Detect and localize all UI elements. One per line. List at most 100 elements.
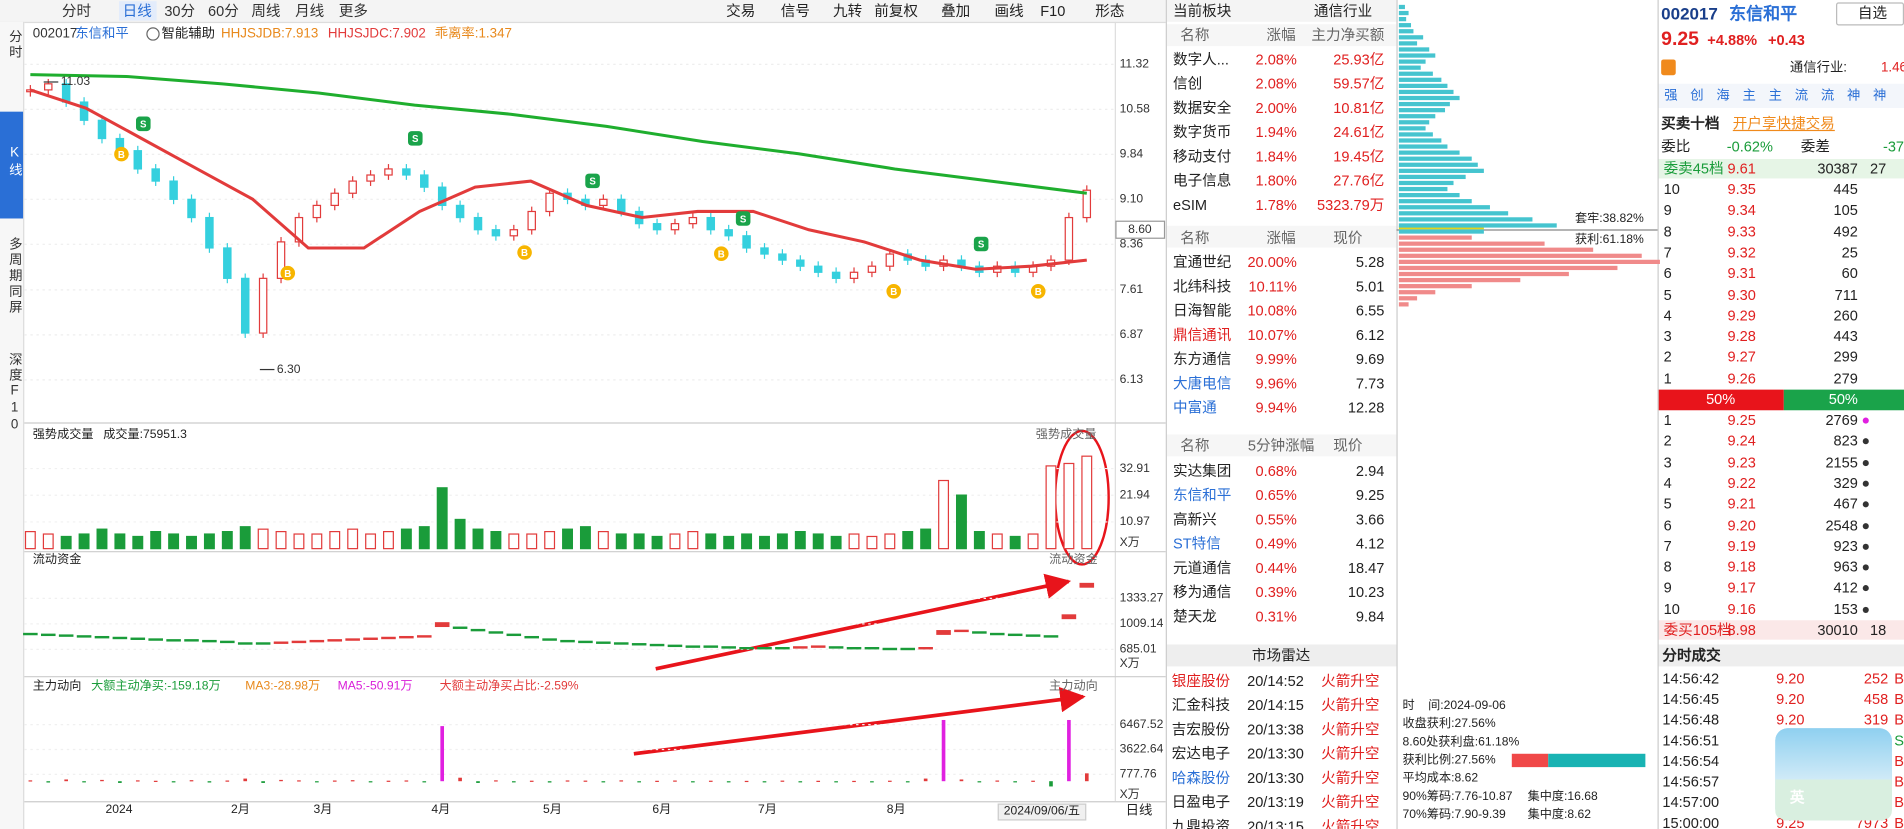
period-tab[interactable]: 分时 (61, 2, 92, 20)
quote-tag[interactable]: 创 (1690, 88, 1704, 103)
row-name[interactable]: 北纬科技 (1173, 277, 1232, 295)
tool-button[interactable]: 信号 (780, 2, 810, 20)
row-value: 10.23 (1347, 583, 1385, 601)
row-name[interactable]: 东方通信 (1173, 350, 1232, 368)
book-volume: 445 (1833, 180, 1858, 198)
volume-bar (669, 533, 681, 550)
tool-button[interactable]: 交易 (726, 2, 756, 20)
period-tab[interactable]: 更多 (338, 2, 368, 20)
sidebar-tab[interactable]: K线 (7, 145, 22, 179)
sidebar-tab[interactable]: 深度F10 (7, 352, 22, 435)
book-price: 8.98 (1727, 621, 1756, 639)
sell-signal (973, 236, 989, 252)
row-name[interactable]: 数据安全 (1173, 99, 1232, 117)
radar-time: 20/13:38 (1247, 720, 1304, 738)
trade-time: 14:56:51 (1662, 731, 1720, 749)
radar-time: 20/13:30 (1247, 769, 1304, 787)
book-price: 9.23 (1727, 453, 1756, 471)
main-force-bar (368, 781, 373, 783)
period-tab[interactable]: 月线 (295, 2, 325, 20)
row-change: 0.55% (1255, 511, 1297, 529)
chip-bar (1398, 150, 1460, 155)
quote-tag[interactable]: 流 (1794, 88, 1809, 103)
chip-bar (1398, 205, 1490, 210)
quote-tag[interactable]: 主 (1768, 88, 1782, 103)
tool-button[interactable]: 画线 (994, 2, 1024, 20)
row-name[interactable]: 宜通世纪 (1173, 253, 1232, 271)
quote-tag[interactable]: 主 (1742, 88, 1756, 103)
watch-button[interactable] (1836, 2, 1904, 26)
main-force-bar (315, 781, 319, 783)
book-level: 5 (1663, 285, 1672, 303)
tool-button[interactable]: F10 (1040, 2, 1066, 20)
stock-code: 002017 (32, 26, 78, 41)
volume-bar (973, 530, 985, 550)
radar-name[interactable]: 银座股份 (1171, 672, 1231, 690)
panel-title: 强势成交量 (32, 428, 94, 442)
book-orders: 18 (1870, 621, 1887, 639)
row-name[interactable]: 高新兴 (1173, 511, 1217, 529)
row-name[interactable]: 实达集团 (1173, 462, 1232, 480)
row-value: 19.45亿 (1333, 148, 1385, 166)
panel-title-right: 强势成交量 (1035, 428, 1097, 442)
radar-name[interactable]: 哈森股份 (1171, 769, 1231, 787)
tool-button[interactable]: 形态 (1095, 2, 1125, 20)
row-name[interactable]: 电子信息 (1173, 172, 1232, 190)
row-name[interactable]: 数字货币 (1173, 123, 1232, 141)
tool-button[interactable]: 九转 (833, 2, 863, 20)
radar-name[interactable]: 吉宏股份 (1171, 720, 1231, 738)
radar-name[interactable]: 宏达电子 (1171, 745, 1231, 763)
radar-name[interactable]: 日盈电子 (1171, 793, 1231, 811)
row-name[interactable]: 元道通信 (1173, 559, 1232, 577)
quote-tag[interactable]: 海 (1716, 88, 1730, 103)
chip-bar (1398, 29, 1414, 34)
row-name[interactable]: 中富通 (1173, 399, 1217, 417)
table-header-bg (1166, 24, 1397, 47)
row-name[interactable]: 楚天龙 (1173, 608, 1217, 626)
sector-header-bg (1166, 0, 1397, 22)
period-tab[interactable]: 30分 (164, 2, 196, 20)
volume-bar (579, 526, 591, 550)
book-volume: 329 (1833, 474, 1858, 492)
row-name[interactable]: 东信和平 (1173, 486, 1232, 504)
profit-bar-teal (1548, 753, 1646, 768)
promo-link[interactable]: 开户享快捷交易 (1732, 115, 1835, 133)
tool-button[interactable]: 前复权 (874, 2, 919, 20)
radar-name[interactable]: 九鼎投资 (1171, 818, 1231, 829)
period-tab[interactable]: 日线 (122, 2, 152, 20)
sidebar-tab[interactable]: 多周期同屏 (7, 236, 22, 316)
book-level: 8 (1663, 222, 1672, 240)
row-change: 10.11% (1248, 277, 1297, 295)
quote-tag[interactable]: 神 (1873, 88, 1887, 103)
period-button[interactable]: 日线 (1125, 802, 1153, 818)
radar-name[interactable]: 汇金科技 (1171, 696, 1231, 714)
volume-bar (955, 494, 967, 550)
row-name[interactable]: 数字人... (1173, 50, 1229, 68)
ad-overlay[interactable] (1775, 728, 1892, 821)
quote-tag[interactable]: 神 (1846, 88, 1861, 103)
panel-title: 主力动向 (32, 679, 82, 694)
row-name[interactable]: 信创 (1173, 75, 1203, 93)
row-name[interactable]: 鼎信通讯 (1173, 326, 1232, 344)
quote-tag[interactable]: 强 (1664, 88, 1678, 103)
row-name[interactable]: 移为通信 (1173, 583, 1232, 601)
row-name[interactable]: eSIM (1173, 196, 1208, 214)
volume-bar (508, 533, 520, 550)
sidebar-tab[interactable]: 分时 (7, 29, 22, 61)
row-name[interactable]: 移动支付 (1173, 148, 1232, 166)
quote-tag[interactable]: 流 (1820, 88, 1835, 103)
radar-event: 火箭升空 (1321, 769, 1380, 787)
row-name[interactable]: 日海智能 (1173, 302, 1232, 320)
chip-bar (1398, 114, 1436, 119)
row-name[interactable]: 大唐电信 (1173, 375, 1232, 393)
period-tab[interactable]: 周线 (251, 2, 281, 20)
book-price: 9.29 (1727, 306, 1756, 324)
main-force-bar (261, 781, 265, 783)
book-price: 9.33 (1727, 222, 1756, 240)
row-name[interactable]: ST特信 (1173, 535, 1221, 553)
volume-bar (1045, 465, 1057, 550)
volume-bar (544, 530, 556, 550)
watch-label[interactable]: 自选 (1857, 4, 1888, 22)
period-tab[interactable]: 60分 (208, 2, 239, 20)
tool-button[interactable]: 叠加 (941, 2, 971, 20)
